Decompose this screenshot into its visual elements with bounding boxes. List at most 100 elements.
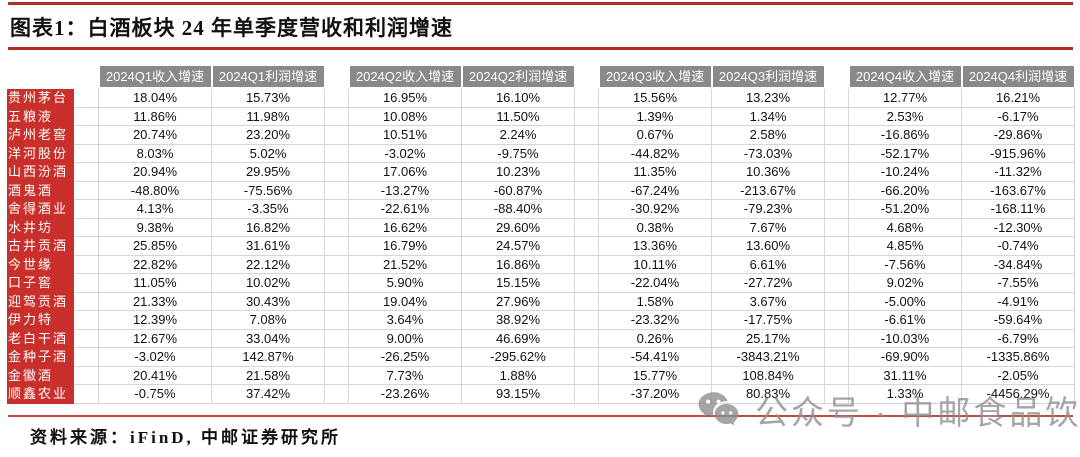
- value-cell: 1.33%: [848, 384, 962, 404]
- value-cell: 11.05%: [98, 273, 212, 293]
- row-label: 贵州茅台: [7, 87, 74, 108]
- header-row: 2024Q1收入增速 2024Q1利润增速 2024Q2收入增速 2024Q2利润增速…: [7, 64, 1076, 89]
- spacer-cell: [574, 199, 599, 219]
- spacer-cell: [73, 162, 99, 182]
- value-cell: 1.39%: [598, 106, 712, 126]
- wechat-icon: [697, 390, 743, 430]
- table-head: 2024Q1收入增速 2024Q1利润增速 2024Q2收入增速 2024Q2利润增速…: [7, 64, 1076, 89]
- spacer-cell: [574, 310, 599, 330]
- value-cell: 13.36%: [598, 236, 712, 256]
- value-cell: 16.95%: [348, 87, 462, 108]
- value-cell: 16.10%: [461, 87, 575, 108]
- column-header-cell: 2024Q3收入增速: [597, 64, 713, 89]
- spacer-cell: [574, 347, 599, 367]
- row-label: 水井坊: [7, 217, 74, 237]
- row-label: 古井贡酒: [7, 236, 74, 256]
- value-cell: 20.74%: [98, 125, 212, 145]
- value-cell: -60.87%: [461, 180, 575, 200]
- value-cell: 18.04%: [98, 87, 212, 108]
- value-cell: -54.41%: [598, 347, 712, 367]
- value-cell: -88.40%: [461, 199, 575, 219]
- spacer-cell: [574, 273, 599, 293]
- value-cell: -52.17%: [848, 143, 962, 163]
- value-cell: 4.85%: [848, 236, 962, 256]
- spacer-cell: [824, 162, 849, 182]
- spacer-cell: [824, 87, 849, 108]
- value-cell: 5.90%: [348, 273, 462, 293]
- value-cell: 29.60%: [461, 217, 575, 237]
- spacer-header-cell: [73, 64, 99, 89]
- value-cell: 37.42%: [211, 384, 325, 404]
- value-cell: 16.62%: [348, 217, 462, 237]
- value-cell: 31.61%: [211, 236, 325, 256]
- spacer-cell: [324, 217, 349, 237]
- value-cell: 15.56%: [598, 87, 712, 108]
- spacer-header-cell: [324, 64, 349, 89]
- table-row: 今世缘 22.82% 22.12% 21.52% 16.86% 10.11% 6.61% -7…: [7, 254, 1075, 274]
- spacer-cell: [824, 143, 849, 163]
- value-cell: -3.35%: [211, 199, 325, 219]
- table-row: 顺鑫农业 -0.75% 37.42% -23.26% 93.15% -37.20% 80.8…: [7, 384, 1075, 404]
- value-cell: 46.69%: [461, 328, 575, 348]
- table-row: 五粮液 11.86% 11.98% 10.08% 11.50% 1.39% 1.34% 2.5…: [7, 106, 1075, 126]
- value-cell: 16.79%: [348, 236, 462, 256]
- value-cell: 11.86%: [98, 106, 212, 126]
- spacer-cell: [73, 217, 99, 237]
- spacer-cell: [574, 217, 599, 237]
- value-cell: 142.87%: [211, 347, 325, 367]
- value-cell: 0.26%: [598, 328, 712, 348]
- value-cell: -6.17%: [961, 106, 1075, 126]
- row-label: 舍得酒业: [7, 199, 74, 219]
- value-cell: -75.56%: [211, 180, 325, 200]
- spacer-header-cell: [574, 64, 599, 89]
- spacer-cell: [574, 328, 599, 348]
- value-cell: 3.67%: [711, 291, 825, 311]
- value-cell: -29.86%: [961, 125, 1075, 145]
- spacer-cell: [824, 347, 849, 367]
- value-cell: -44.82%: [598, 143, 712, 163]
- spacer-cell: [324, 125, 349, 145]
- value-cell: -22.04%: [598, 273, 712, 293]
- value-cell: 24.57%: [461, 236, 575, 256]
- value-cell: -30.92%: [598, 199, 712, 219]
- spacer-cell: [574, 180, 599, 200]
- row-label: 老白干酒: [7, 328, 74, 348]
- value-cell: -48.80%: [98, 180, 212, 200]
- spacer-cell: [574, 106, 599, 126]
- spacer-cell: [73, 365, 99, 385]
- row-label: 五粮液: [7, 106, 74, 126]
- spacer-cell: [324, 347, 349, 367]
- value-cell: -27.72%: [711, 273, 825, 293]
- value-cell: 16.86%: [461, 254, 575, 274]
- title-underline-rule: [8, 47, 1073, 50]
- table-row: 山西汾酒 20.94% 29.95% 17.06% 10.23% 11.35% 10.36%…: [7, 162, 1075, 182]
- value-cell: 2.24%: [461, 125, 575, 145]
- row-label: 今世缘: [7, 254, 74, 274]
- row-label: 山西汾酒: [7, 162, 74, 182]
- spacer-cell: [324, 384, 349, 404]
- value-cell: -59.64%: [961, 310, 1075, 330]
- table-row: 酒鬼酒 -48.80% -75.56% -13.27% -60.87% -67.24% -2…: [7, 180, 1075, 200]
- value-cell: -7.55%: [961, 273, 1075, 293]
- table-row: 口子窖 11.05% 10.02% 5.90% 15.15% -22.04% -27.72%…: [7, 273, 1075, 293]
- table-row: 舍得酒业 4.13% -3.35% -22.61% -88.40% -30.92% -79.…: [7, 199, 1075, 219]
- spacer-cell: [73, 143, 99, 163]
- row-label: 伊力特: [7, 310, 74, 330]
- value-cell: 4.13%: [98, 199, 212, 219]
- value-cell: 38.92%: [461, 310, 575, 330]
- value-cell: 33.04%: [211, 328, 325, 348]
- spacer-cell: [574, 365, 599, 385]
- value-cell: 20.41%: [98, 365, 212, 385]
- value-cell: -23.32%: [598, 310, 712, 330]
- value-cell: 22.82%: [98, 254, 212, 274]
- spacer-cell: [324, 199, 349, 219]
- value-cell: 15.15%: [461, 273, 575, 293]
- value-cell: 10.36%: [711, 162, 825, 182]
- value-cell: 13.60%: [711, 236, 825, 256]
- spacer-cell: [574, 291, 599, 311]
- value-cell: -0.74%: [961, 236, 1075, 256]
- value-cell: 0.38%: [598, 217, 712, 237]
- value-cell: 23.20%: [211, 125, 325, 145]
- table-row: 水井坊 9.38% 16.82% 16.62% 29.60% 0.38% 7.67% 4.68…: [7, 217, 1075, 237]
- spacer-cell: [324, 291, 349, 311]
